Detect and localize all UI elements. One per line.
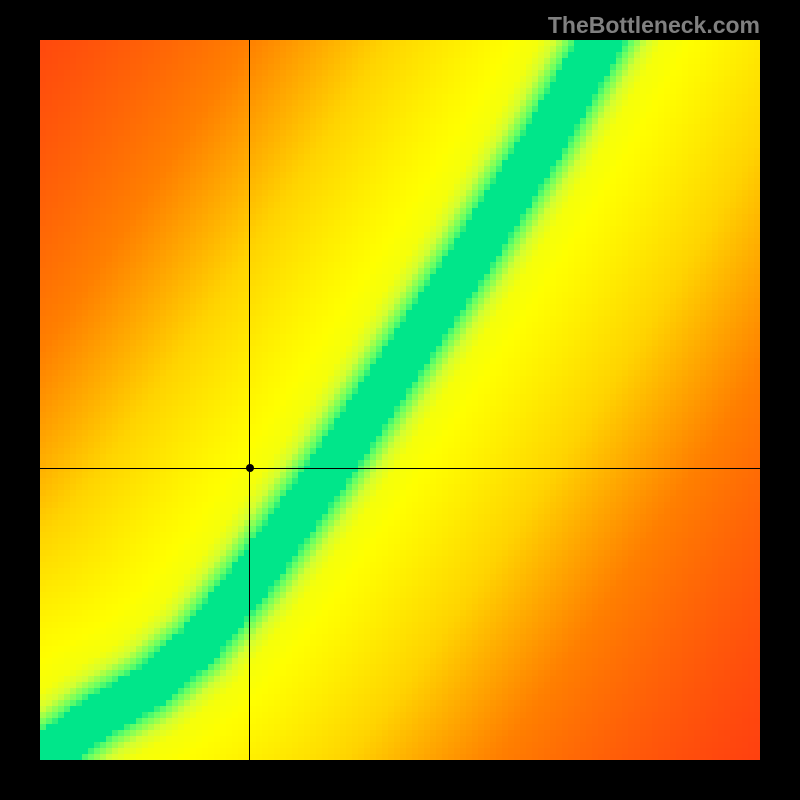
watermark-label: TheBottleneck.com bbox=[548, 12, 760, 39]
chart-container: TheBottleneck.com bbox=[0, 0, 800, 800]
crosshair-marker bbox=[246, 464, 254, 472]
bottleneck-heatmap bbox=[40, 40, 760, 760]
crosshair-horizontal bbox=[40, 468, 760, 469]
crosshair-vertical bbox=[249, 40, 250, 760]
